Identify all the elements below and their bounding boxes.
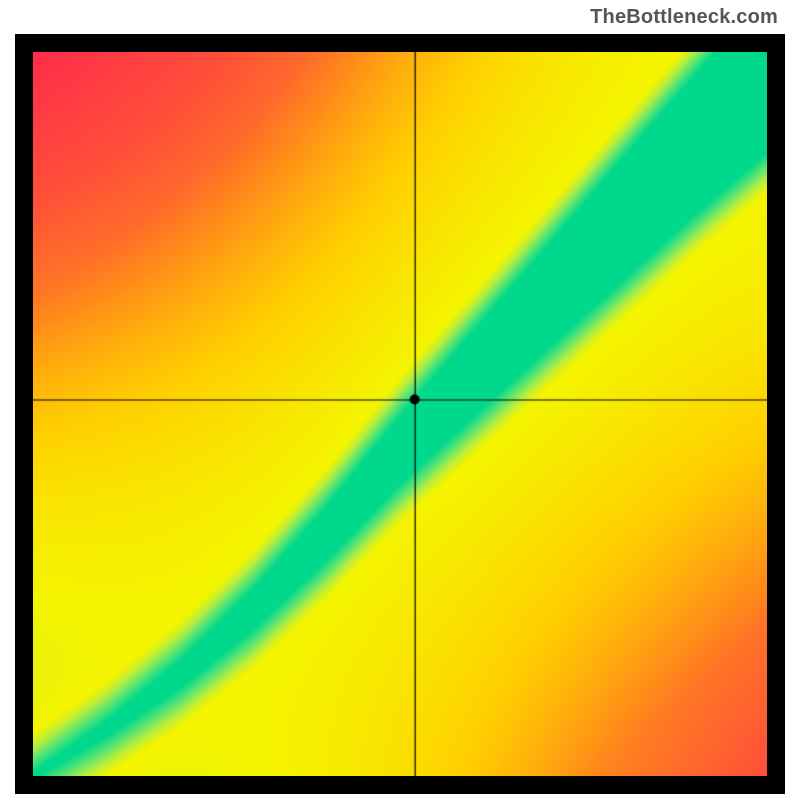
chart-frame bbox=[15, 34, 785, 794]
bottleneck-heatmap bbox=[33, 52, 767, 776]
chart-wrapper: TheBottleneck.com bbox=[0, 0, 800, 800]
watermark-text: TheBottleneck.com bbox=[590, 6, 778, 29]
